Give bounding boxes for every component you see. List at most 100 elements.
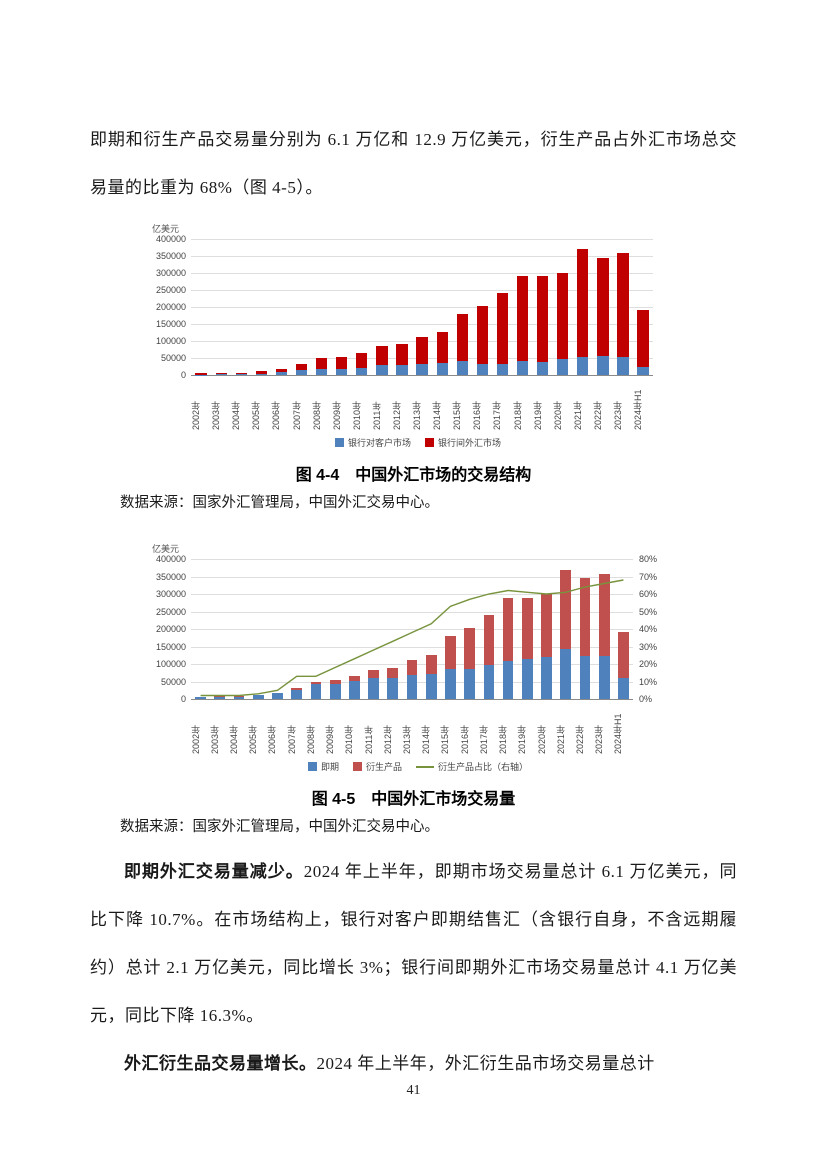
grid-line [191,239,653,240]
bar-column [595,559,614,699]
x-tick-label: 2002年 [191,400,202,430]
bar-column [271,239,291,375]
bar-column [460,559,479,699]
legend-label: 衍生产品占比（右轴） [438,762,529,772]
bar-column [533,239,553,375]
bar-segment [275,368,288,373]
bar-segment [445,669,456,699]
bar-segment [195,374,207,375]
figure-4-4-caption: 图 4-4 中国外汇市场的交易结构 [295,467,532,484]
bar-segment [275,372,288,375]
plot-area [191,559,633,700]
bar-segment [215,374,227,375]
y-tick-label: 400000 [155,234,186,244]
grid-line [191,559,633,560]
chart-unit-label: 亿美元 [152,224,180,234]
x-tick-cell: 2004年 [226,378,246,430]
bar-column [231,239,251,375]
chart-legend: 即期 衍生产品 衍生产品占比（右轴） [138,760,698,773]
spacer [90,212,737,222]
right-y-axis: 80% 70% 60% 50% 40% 30% 20% 10% 0% [633,554,677,704]
x-tick-cell: 2011年 [367,378,387,430]
right-y-tick-label: 30% [639,641,658,652]
bar-column [372,239,392,375]
bar-segment [502,597,514,661]
x-tick-cell: 2003年 [205,702,224,754]
bar-segment [195,697,206,699]
bar-column [537,559,556,699]
x-tick-label: 2017年 [492,400,503,430]
x-tick-cell: 2009年 [321,702,340,754]
figure-4-4-block: 亿美元 400000 350000 300000 250000 200000 150000 1… [138,222,737,449]
x-tick-cell: 2021年 [568,378,588,430]
x-tick-label: 2021年 [572,400,583,430]
legend-item: 银行对客户市场 [334,436,411,449]
right-y-tick-label: 0% [639,694,653,704]
bar-column [575,559,594,699]
bar-segment [617,356,629,375]
x-tick-label: 2009年 [325,724,336,754]
y-tick-label: 0 [180,370,186,380]
bar-segment [425,673,437,699]
y-tick-label: 350000 [155,251,186,261]
x-tick-label: 2005年 [248,724,259,754]
grid-line [191,324,653,325]
bar-segment [329,683,341,699]
x-tick-cell: 2010年 [340,702,359,754]
y-tick-label: 100000 [155,659,186,669]
x-tick-label: 2011年 [371,401,382,430]
bar-segment [521,597,533,660]
x-tick-label: 2023年 [594,724,605,754]
paragraph-spot-lead: 即期外汇交易量减少。 [124,862,304,881]
paragraph-intro: 即期和衍生产品交易量分别为 6.1 万亿和 12.9 万亿美元，衍生产品占外汇市… [90,116,737,212]
x-tick-cell: 2015年 [436,702,455,754]
bar-segment [233,696,245,699]
bar-segment [496,293,509,365]
plot-area [191,239,653,376]
bar-segment [387,677,399,699]
x-tick-cell: 2020年 [532,702,551,754]
bar-column [312,239,332,375]
figure-4-4-source: 数据来源：国家外汇管理局，中国外汇交易中心。 [120,495,439,511]
bar-column [191,559,210,699]
y-tick-label: 0 [180,694,186,704]
x-tick-label: 2019年 [517,724,528,754]
bar-column [479,559,498,699]
bar-column [392,239,412,375]
bar-segment [516,361,529,375]
bar-segment [214,696,226,699]
x-tick-cell: 2005年 [244,702,263,754]
x-tick-cell: 2024年H1 [609,702,628,754]
bar-segment [235,372,247,375]
x-tick-label: 2024年H1 [633,389,644,430]
x-tick-cell: 2004年 [224,702,243,754]
x-tick-cell: 2007年 [282,702,301,754]
paragraph-spot: 即期外汇交易量减少。2024 年上半年，即期市场交易量总计 6.1 万亿美元，同… [90,848,737,1040]
bar-segment [336,369,348,375]
bar-segment [356,352,368,368]
bar-segment [476,363,488,375]
x-tick-label: 2010年 [351,400,362,430]
paragraph-spot-text: 2024 年上半年，即期市场交易量总计 6.1 万亿美元，同比下降 10.7%。… [90,862,737,1025]
x-tick-cell: 2022年 [588,378,608,430]
grid-line [191,256,653,257]
y-tick-label: 250000 [155,606,186,617]
bar-segment [396,344,408,365]
bar-segment [496,364,509,375]
x-tick-cell: 2005年 [246,378,266,430]
x-tick-label: 2013年 [402,724,413,754]
bar-column [291,239,311,375]
y-tick-label: 350000 [155,571,186,582]
bar-segment [516,276,529,362]
bar-column [210,559,229,699]
bar-segment [598,655,610,699]
bar-column [633,239,653,375]
bar-segment [597,355,609,375]
bar-column [553,239,573,375]
x-tick-cell: 2017年 [474,702,493,754]
figure-4-5-source: 数据来源：国家外汇管理局，中国外汇交易中心。 [120,819,439,835]
right-y-tick-label: 80% [639,554,658,564]
x-tick-label: 2021年 [555,724,566,754]
right-y-tick-label: 10% [639,676,658,687]
x-tick-cell: 2013年 [397,702,416,754]
